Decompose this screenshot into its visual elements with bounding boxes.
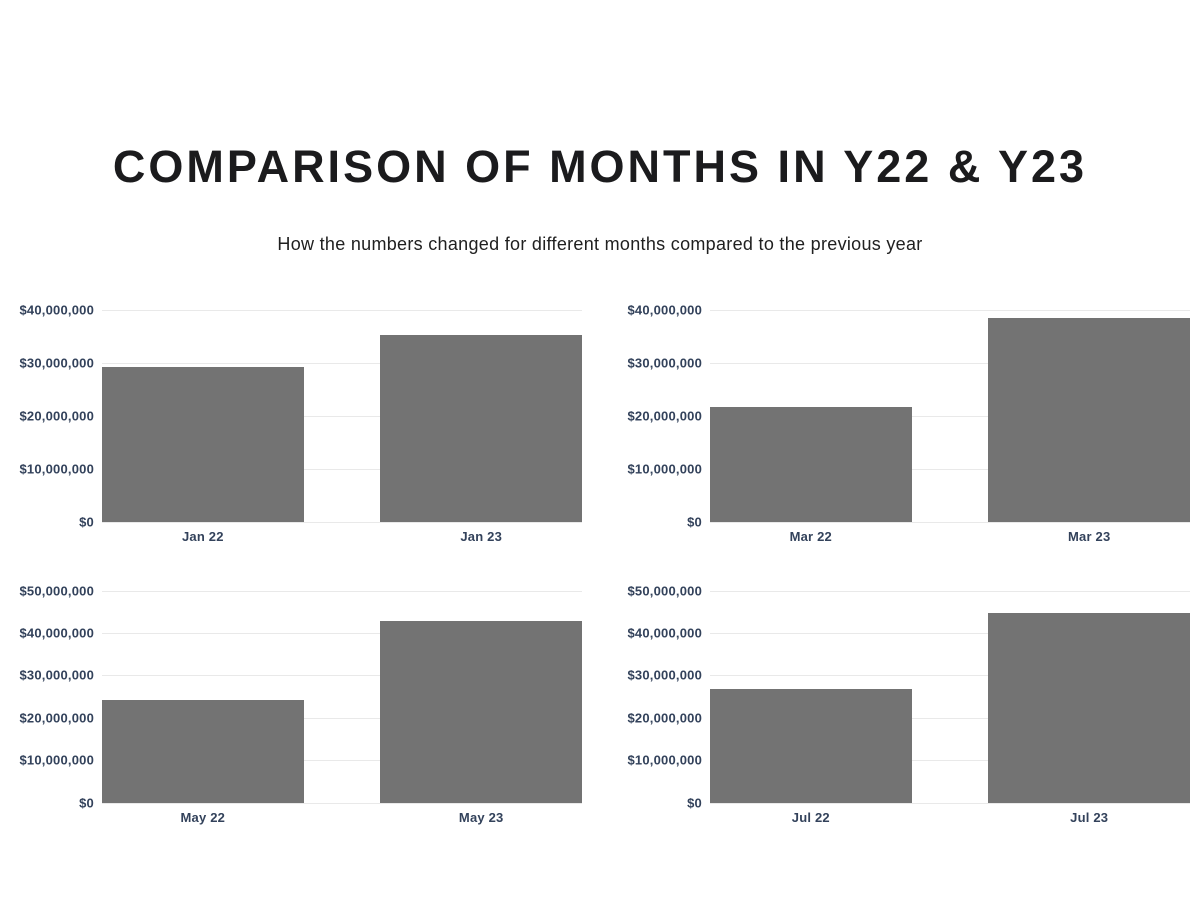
x-axis-label-mar-23: Mar 23	[1068, 528, 1111, 544]
gridline	[102, 802, 582, 804]
x-axis: Mar 22 Mar 23	[710, 529, 1190, 544]
y-axis: $0 $10,000,000 $20,000,000 $30,000,000 $40,0…	[618, 583, 710, 810]
plot-area-wrap: Jul 22 Jul 23	[710, 590, 1190, 825]
chart-march: $0 $10,000,000 $20,000,000 $30,000,000 $40,0…	[618, 302, 1190, 544]
plot-area-wrap: May 22 May 23	[102, 590, 582, 825]
gridline	[710, 675, 1190, 677]
y-axis-tick-label: $40,000,000	[19, 302, 94, 317]
y-axis-tick-label: $10,000,000	[19, 461, 94, 476]
gridline	[102, 521, 582, 523]
y-axis-tick-label: $40,000,000	[627, 302, 702, 317]
x-axis-label-jan-22: Jan 22	[181, 528, 224, 544]
bar-mar-23	[988, 317, 1190, 522]
chart-july: $0 $10,000,000 $20,000,000 $30,000,000 $40,0…	[618, 583, 1190, 825]
x-axis-label-jul-22: Jul 22	[791, 809, 830, 825]
y-axis-tick-label: $20,000,000	[627, 710, 702, 726]
bar-mar-22	[710, 407, 912, 522]
y-axis-tick-label: $20,000,000	[19, 710, 94, 726]
y-axis-tick-label: $0	[687, 795, 702, 810]
bar-may-22	[102, 700, 304, 803]
y-axis-tick-label: $10,000,000	[627, 461, 702, 476]
y-axis: $0 $10,000,000 $20,000,000 $30,000,000 $40,0…	[10, 583, 102, 810]
y-axis-tick-label: $0	[79, 795, 94, 810]
plot-area	[710, 309, 1190, 523]
bar-jul-23	[988, 612, 1190, 803]
x-axis-label-jan-23: Jan 23	[460, 528, 503, 544]
x-axis-label-may-22: May 22	[180, 809, 226, 825]
bars-group	[710, 591, 1190, 803]
gridline	[710, 717, 1190, 719]
y-axis-tick-label: $30,000,000	[627, 355, 702, 370]
gridline	[710, 802, 1190, 804]
page-title: COMPARISON OF MONTHS IN Y22 & Y23	[112, 141, 1088, 192]
x-axis: Jan 22 Jan 23	[102, 529, 582, 544]
x-axis-label-mar-22: Mar 22	[789, 528, 832, 544]
gridline	[102, 760, 582, 762]
x-axis: May 22 May 23	[102, 810, 582, 825]
y-axis-tick-label: $40,000,000	[19, 625, 94, 641]
bars-group	[102, 310, 582, 522]
x-axis: Jul 22 Jul 23	[710, 810, 1190, 825]
plot-area	[710, 590, 1190, 804]
bar-may-23	[380, 621, 582, 803]
bar-jan-22	[102, 366, 304, 522]
y-axis-tick-label: $40,000,000	[627, 625, 702, 641]
y-axis-tick-label: $20,000,000	[627, 408, 702, 423]
y-axis-tick-label: $30,000,000	[19, 355, 94, 370]
gridline	[710, 309, 1190, 311]
bar-jan-23	[380, 334, 582, 522]
y-axis-tick-label: $30,000,000	[19, 667, 94, 683]
gridline	[102, 717, 582, 719]
gridline	[102, 362, 582, 364]
x-axis-label-jul-23: Jul 23	[1070, 809, 1109, 825]
bars-group	[710, 310, 1190, 522]
plot-area	[102, 590, 582, 804]
gridline	[710, 590, 1190, 592]
gridline	[710, 415, 1190, 417]
gridline	[102, 309, 582, 311]
chart-may: $0 $10,000,000 $20,000,000 $30,000,000 $40,0…	[10, 583, 582, 825]
gridline	[102, 468, 582, 470]
page-subtitle: How the numbers changed for different mo…	[277, 233, 923, 254]
gridline	[710, 521, 1190, 523]
y-axis-tick-label: $20,000,000	[19, 408, 94, 423]
y-axis-tick-label: $10,000,000	[627, 752, 702, 768]
y-axis-tick-label: $0	[79, 514, 94, 529]
plot-area-wrap: Mar 22 Mar 23	[710, 309, 1190, 544]
gridline	[710, 760, 1190, 762]
y-axis-tick-label: $0	[687, 514, 702, 529]
gridline	[102, 415, 582, 417]
y-axis-tick-label: $50,000,000	[19, 583, 94, 598]
bar-jul-22	[710, 689, 912, 803]
y-axis-tick-label: $50,000,000	[627, 583, 702, 598]
gridline	[102, 590, 582, 592]
bars-group	[102, 591, 582, 803]
gridline	[710, 468, 1190, 470]
plot-area-wrap: Jan 22 Jan 23	[102, 309, 582, 544]
gridline	[102, 632, 582, 634]
y-axis: $0 $10,000,000 $20,000,000 $30,000,000 $40,0…	[10, 302, 102, 529]
chart-january: $0 $10,000,000 $20,000,000 $30,000,000 $40,0…	[10, 302, 582, 544]
charts-grid: $0 $10,000,000 $20,000,000 $30,000,000 $40,0…	[0, 302, 1200, 825]
gridline	[102, 675, 582, 677]
x-axis-label-may-23: May 23	[458, 809, 504, 825]
plot-area	[102, 309, 582, 523]
y-axis-tick-label: $30,000,000	[627, 667, 702, 683]
gridline	[710, 632, 1190, 634]
y-axis: $0 $10,000,000 $20,000,000 $30,000,000 $40,0…	[618, 302, 710, 529]
y-axis-tick-label: $10,000,000	[19, 752, 94, 768]
gridline	[710, 362, 1190, 364]
